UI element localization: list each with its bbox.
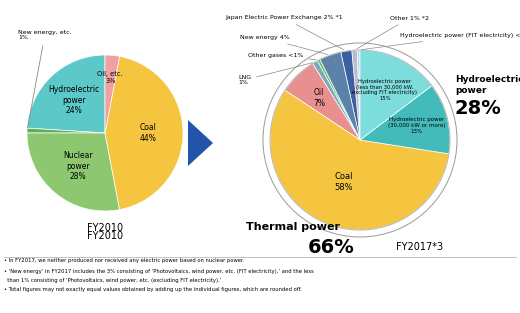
Wedge shape bbox=[352, 50, 360, 140]
Text: Coal
44%: Coal 44% bbox=[139, 123, 157, 143]
Text: Hydroelectric
power
24%: Hydroelectric power 24% bbox=[48, 85, 100, 115]
Text: Other 1% *2: Other 1% *2 bbox=[357, 16, 429, 49]
Wedge shape bbox=[27, 55, 105, 133]
Text: Nuclear
power
28%: Nuclear power 28% bbox=[63, 151, 93, 181]
Wedge shape bbox=[285, 64, 360, 140]
Wedge shape bbox=[317, 59, 360, 140]
Text: 28%: 28% bbox=[455, 99, 502, 117]
Polygon shape bbox=[188, 120, 213, 166]
Text: FY2017*3: FY2017*3 bbox=[396, 242, 444, 252]
Wedge shape bbox=[341, 50, 360, 140]
Wedge shape bbox=[270, 90, 449, 230]
Wedge shape bbox=[105, 56, 183, 210]
Text: Hydroelectric
power: Hydroelectric power bbox=[455, 75, 520, 95]
Text: New energy 4%: New energy 4% bbox=[240, 35, 328, 54]
Text: FY2010: FY2010 bbox=[87, 231, 123, 241]
Text: New energy, etc.
1%: New energy, etc. 1% bbox=[18, 30, 72, 128]
Wedge shape bbox=[313, 61, 360, 140]
Text: Oil, etc.
3%: Oil, etc. 3% bbox=[97, 71, 123, 84]
Text: Hydroelectric power (FIT electricity) <1%: Hydroelectric power (FIT electricity) <1… bbox=[361, 33, 520, 50]
Text: Japan Electric Power Exchange 2% *1: Japan Electric Power Exchange 2% *1 bbox=[225, 16, 344, 50]
Wedge shape bbox=[360, 50, 432, 140]
Wedge shape bbox=[27, 128, 105, 133]
Text: Thermal power: Thermal power bbox=[246, 222, 340, 232]
Text: Coal
58%: Coal 58% bbox=[334, 172, 353, 192]
Text: than 1% consisting of ‘Photovoltaics, wind power, etc. (excluding FIT electricit: than 1% consisting of ‘Photovoltaics, wi… bbox=[4, 278, 222, 283]
Text: LNG
1%: LNG 1% bbox=[238, 63, 313, 85]
Wedge shape bbox=[360, 86, 450, 154]
Text: Other gases <1%: Other gases <1% bbox=[248, 53, 316, 60]
Text: FY2010: FY2010 bbox=[87, 223, 123, 233]
Text: • ‘New energy’ in FY2017 includes the 3% consisting of ‘Photovoltaics, wind powe: • ‘New energy’ in FY2017 includes the 3%… bbox=[4, 269, 314, 274]
Text: 66%: 66% bbox=[308, 238, 355, 257]
Text: • In FY2017, we neither produced nor received any electric power based on nuclea: • In FY2017, we neither produced nor rec… bbox=[4, 258, 244, 263]
Wedge shape bbox=[27, 133, 120, 211]
Wedge shape bbox=[357, 50, 360, 140]
Wedge shape bbox=[320, 52, 360, 140]
Text: Hydroelectric power
(30,000 kW or more)
13%: Hydroelectric power (30,000 kW or more) … bbox=[388, 117, 446, 134]
Text: Hydroelectric power
(less than 30,000 kW,
excluding FIT electricity)
15%: Hydroelectric power (less than 30,000 kW… bbox=[353, 79, 418, 101]
Text: Oil
7%: Oil 7% bbox=[313, 88, 326, 108]
Text: • Total figures may not exactly equal values obtained by adding up the individua: • Total figures may not exactly equal va… bbox=[4, 287, 302, 292]
Wedge shape bbox=[105, 55, 120, 133]
